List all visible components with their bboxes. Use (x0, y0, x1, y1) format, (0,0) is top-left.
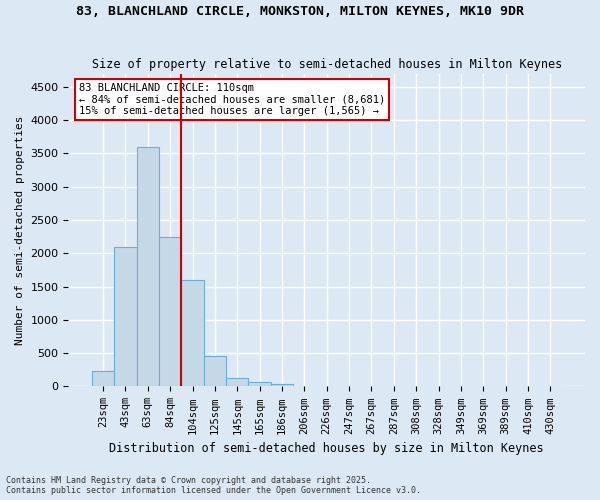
Bar (92, 371, 114, 386)
Bar (271, 384, 293, 386)
Bar (114, 246, 137, 386)
Bar (159, 236, 181, 386)
Y-axis label: Number of semi-detached properties: Number of semi-detached properties (15, 116, 25, 345)
Bar (137, 147, 159, 386)
Text: Contains HM Land Registry data © Crown copyright and database right 2025.
Contai: Contains HM Land Registry data © Crown c… (6, 476, 421, 495)
Bar (181, 280, 204, 386)
Bar (248, 382, 271, 386)
Title: Size of property relative to semi-detached houses in Milton Keynes: Size of property relative to semi-detach… (92, 58, 562, 71)
Text: 83 BLANCHLAND CIRCLE: 110sqm
← 84% of semi-detached houses are smaller (8,681)
1: 83 BLANCHLAND CIRCLE: 110sqm ← 84% of se… (79, 83, 385, 116)
Bar (204, 356, 226, 386)
Text: 83, BLANCHLAND CIRCLE, MONKSTON, MILTON KEYNES, MK10 9DR: 83, BLANCHLAND CIRCLE, MONKSTON, MILTON … (76, 5, 524, 18)
Bar (226, 378, 248, 386)
X-axis label: Distribution of semi-detached houses by size in Milton Keynes: Distribution of semi-detached houses by … (109, 442, 544, 455)
